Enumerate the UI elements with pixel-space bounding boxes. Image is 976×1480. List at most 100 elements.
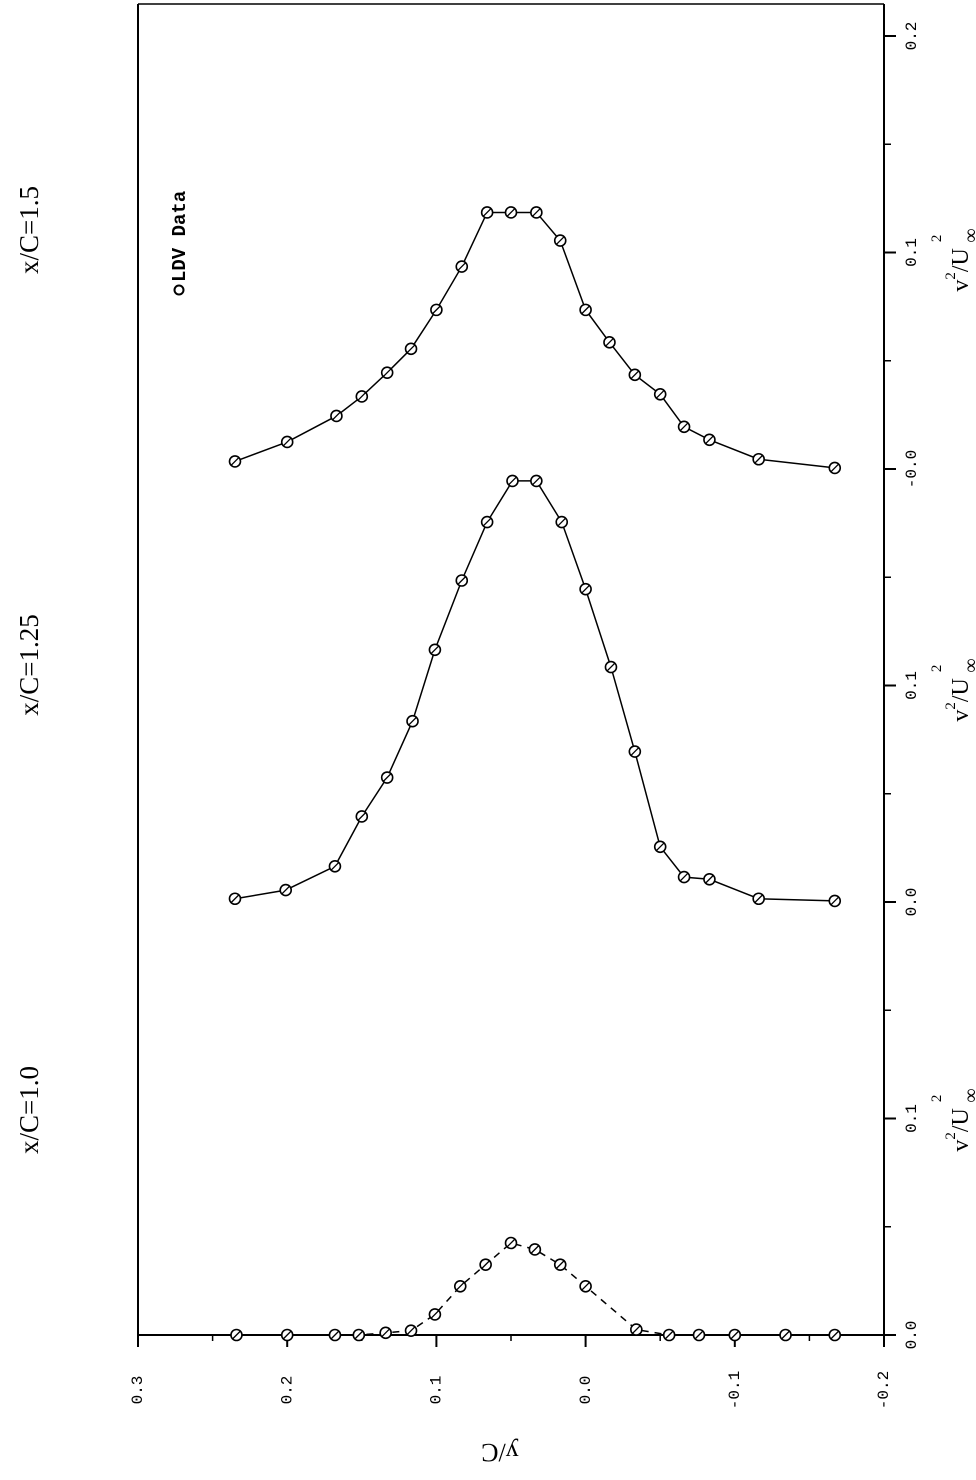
data-point: [480, 206, 494, 219]
data-point: [352, 1328, 366, 1342]
data-point-slash: [406, 344, 416, 354]
data-point: [828, 1328, 842, 1342]
data-point-slash: [330, 861, 340, 871]
x-axis-label: v2/U2∞: [929, 228, 976, 291]
data-point: [677, 870, 691, 884]
panel-title: x/C=1.0: [14, 1066, 44, 1154]
data-point: [479, 1258, 492, 1271]
x-axis-label-part: 2: [929, 665, 945, 673]
data-point-slash: [531, 476, 541, 486]
y-axis-tick-label: 0.3: [129, 1376, 147, 1405]
data-point: [653, 388, 667, 401]
data-point-slash: [408, 716, 417, 726]
data-point-slash: [730, 1330, 740, 1340]
data-point-slash: [581, 1281, 591, 1291]
legend-marker: [173, 284, 185, 296]
data-point-slash: [230, 456, 240, 466]
x-axis-label-part: v: [948, 710, 974, 722]
x-axis-label-part: ∞: [960, 228, 976, 242]
data-point: [653, 840, 667, 854]
x-axis-tick-label: 0.2: [903, 22, 921, 51]
data-point-slash: [430, 1309, 440, 1319]
data-point-slash: [694, 1330, 704, 1340]
x-axis-label-part: ∞: [960, 658, 976, 672]
data-point-slash: [481, 1260, 491, 1270]
data-point-slash: [357, 812, 367, 821]
data-point: [328, 1328, 342, 1342]
data-point-slash: [354, 1330, 364, 1340]
data-point-slash: [781, 1330, 790, 1340]
data-point-slash: [281, 885, 291, 895]
legend: LDV Data: [169, 191, 191, 296]
data-point-slash: [531, 207, 541, 217]
data-point-slash: [655, 842, 665, 852]
data-point: [703, 872, 716, 886]
data-point-slash: [631, 1325, 641, 1335]
y-axis-label: y/C: [481, 1438, 519, 1467]
x-axis-label-part: /U: [948, 678, 974, 702]
data-point: [703, 433, 716, 447]
x-axis-tick-label: -0.0: [903, 450, 921, 488]
data-point-slash: [555, 1260, 565, 1270]
data-point: [380, 771, 394, 784]
data-point: [692, 1328, 706, 1342]
x-axis-label-part: ∞: [960, 1088, 976, 1102]
data-point: [579, 1279, 592, 1293]
x-axis-tick-label: 0.1: [903, 671, 921, 700]
y-axis-tick-label: 0.2: [278, 1376, 296, 1405]
data-point: [555, 515, 569, 529]
data-point-slash: [754, 894, 764, 904]
data-point: [228, 892, 242, 906]
data-point-slash: [830, 463, 840, 473]
x-axis-tick-label: 0.1: [903, 238, 921, 267]
data-point: [228, 455, 242, 468]
data-point: [279, 883, 293, 897]
data-point-slash: [555, 236, 565, 246]
series-layer: [228, 206, 842, 1342]
data-point-slash: [581, 305, 591, 315]
data-point: [480, 515, 494, 529]
data-point-slash: [282, 1330, 292, 1340]
y-axis-tick-label: 0.1: [428, 1376, 446, 1405]
data-point-slash: [381, 1328, 391, 1338]
data-point-slash: [679, 422, 689, 432]
data-point: [553, 1258, 567, 1271]
data-point-slash: [506, 207, 516, 217]
series-line: [234, 480, 835, 902]
data-point: [379, 1326, 392, 1340]
data-point: [406, 714, 419, 728]
data-point: [504, 1236, 518, 1250]
data-point-slash: [506, 1238, 516, 1248]
x-axis-label-part: /U: [948, 248, 974, 272]
y-axis-tick-label: -0.2: [875, 1371, 893, 1409]
data-point-slash: [704, 874, 714, 884]
data-point-slash: [606, 662, 616, 672]
data-point: [455, 574, 469, 587]
x-axis-label: v2/U2∞: [929, 1088, 976, 1151]
data-point: [752, 892, 765, 906]
data-point-slash: [605, 337, 614, 347]
data-point: [662, 1328, 676, 1342]
data-point: [455, 260, 469, 273]
data-point-slash: [455, 1281, 465, 1291]
series-3: [228, 206, 842, 475]
legend-text: LDV Data: [169, 191, 191, 282]
panel-titles: x/C=1.0 x/C=1.25 x/C=1.5: [14, 186, 44, 1154]
x-axis-label-part: 2: [943, 702, 959, 710]
data-point: [553, 234, 567, 247]
data-point: [677, 420, 691, 434]
data-point-slash: [530, 1245, 540, 1254]
x-axis-label-part: 2: [929, 235, 945, 243]
data-point: [428, 1308, 442, 1321]
data-point: [355, 810, 369, 823]
data-point: [528, 1243, 542, 1256]
data-point: [404, 1324, 418, 1337]
data-point: [330, 409, 343, 423]
data-point: [604, 660, 618, 674]
data-point-slash: [679, 872, 689, 882]
data-point-slash: [282, 437, 292, 447]
x-axis-label-part: 2: [943, 1132, 959, 1140]
plot-frame: [137, 3, 885, 1336]
data-point: [728, 1328, 742, 1342]
data-point-slash: [630, 370, 640, 380]
